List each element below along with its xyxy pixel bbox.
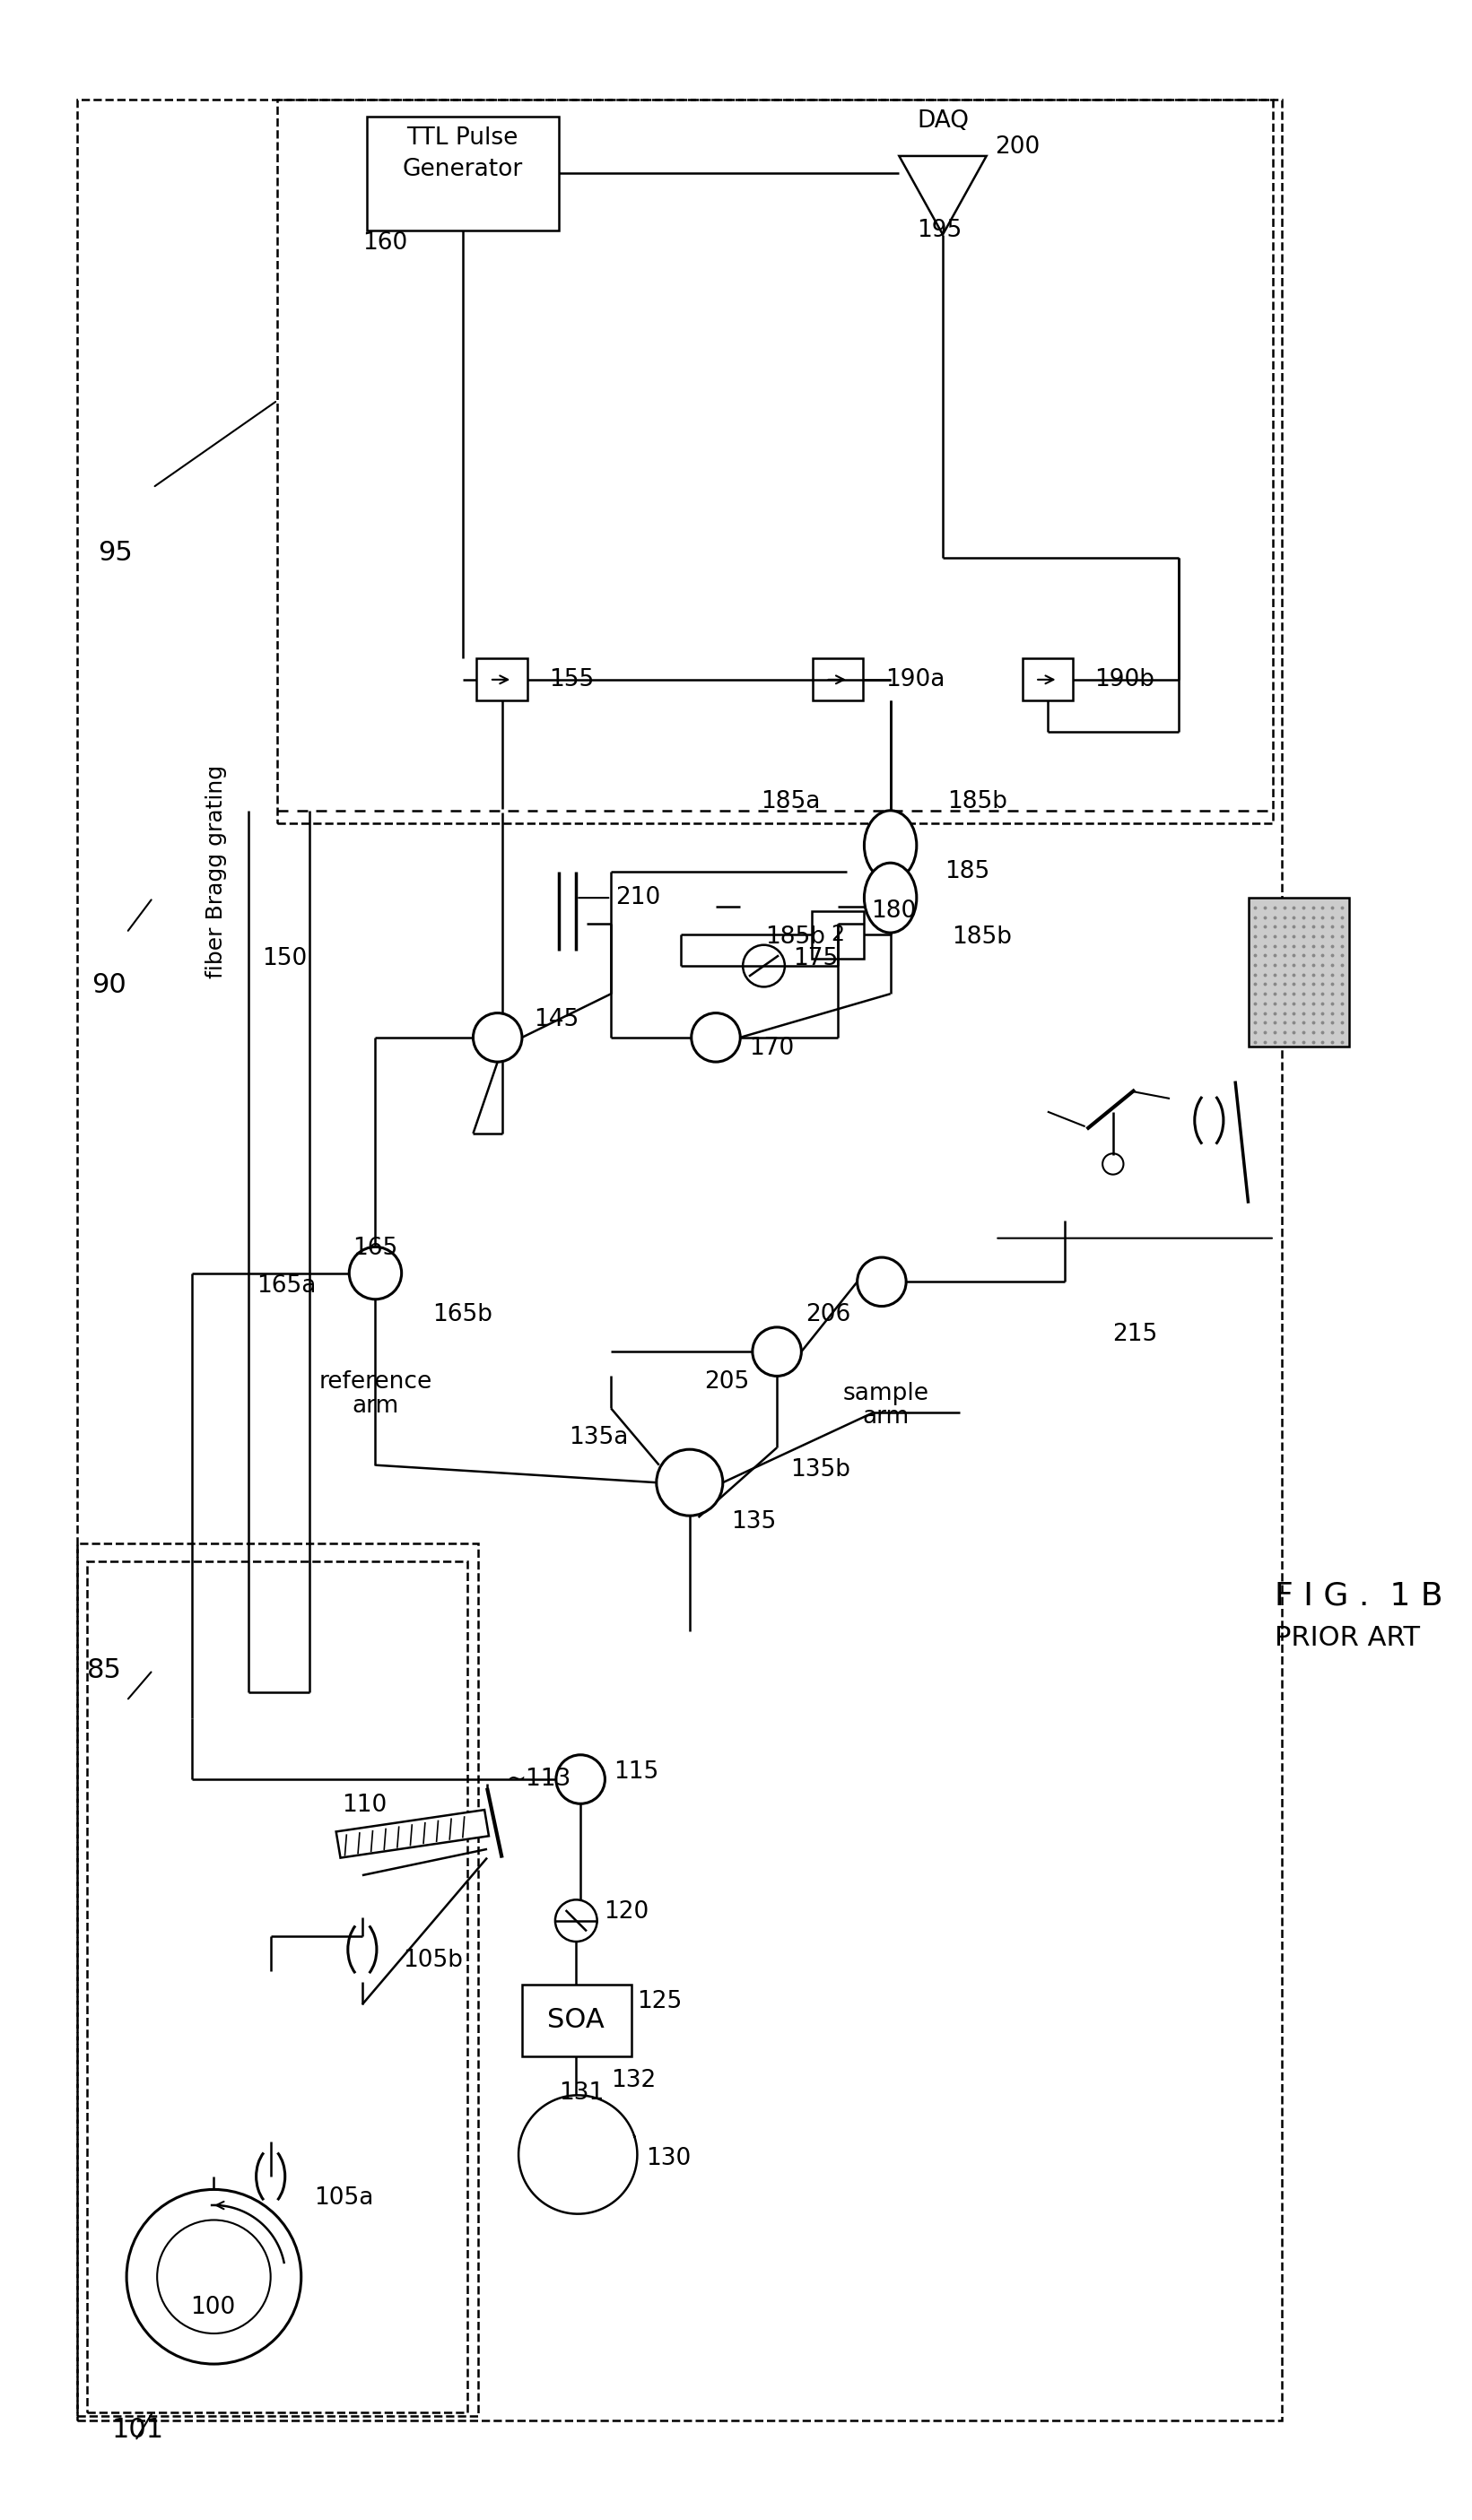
Text: 105a: 105a — [314, 2187, 374, 2210]
Text: 210: 210 — [615, 887, 661, 910]
Bar — [813, 658, 864, 701]
Text: Generator: Generator — [402, 156, 523, 181]
Text: 185: 185 — [945, 859, 989, 885]
Text: ~113: ~113 — [506, 1767, 571, 1792]
Text: 165b: 165b — [433, 1303, 492, 1326]
Text: 110: 110 — [342, 1794, 387, 1817]
Text: F I G .  1 B: F I G . 1 B — [1275, 1580, 1443, 1610]
Text: 101: 101 — [112, 2417, 163, 2442]
Text: sample: sample — [843, 1381, 929, 1406]
Text: 185b: 185b — [765, 925, 824, 948]
Text: 120: 120 — [604, 1900, 649, 1923]
Text: 190b: 190b — [1095, 668, 1154, 690]
Text: 125: 125 — [637, 1991, 683, 2013]
Text: 180: 180 — [871, 900, 916, 922]
Text: 206: 206 — [807, 1303, 851, 1326]
Text: 131: 131 — [559, 2082, 604, 2104]
Text: TTL Pulse: TTL Pulse — [406, 126, 518, 151]
Text: SOA: SOA — [548, 2006, 605, 2034]
Bar — [523, 1983, 631, 2056]
Text: 135a: 135a — [570, 1426, 629, 1449]
Text: 160: 160 — [362, 232, 408, 255]
Bar — [77, 1545, 478, 2417]
Text: 185b: 185b — [951, 925, 1011, 948]
Circle shape — [857, 1257, 907, 1305]
Text: 185b: 185b — [946, 791, 1007, 814]
Text: 185a: 185a — [761, 791, 820, 814]
Text: arm: arm — [863, 1406, 910, 1429]
Text: PRIOR ART: PRIOR ART — [1275, 1625, 1420, 1651]
Text: arm: arm — [352, 1394, 399, 1416]
Circle shape — [349, 1247, 402, 1300]
Text: 95: 95 — [97, 539, 132, 567]
Bar — [813, 910, 864, 960]
Text: 175: 175 — [792, 948, 838, 970]
Text: DAQ: DAQ — [917, 108, 969, 134]
Text: 195: 195 — [917, 219, 961, 242]
Ellipse shape — [864, 811, 917, 879]
Polygon shape — [336, 1809, 489, 1857]
Text: 85: 85 — [87, 1658, 122, 1683]
Text: 2: 2 — [832, 925, 845, 945]
Bar — [278, 98, 1273, 824]
Bar — [1248, 897, 1348, 1046]
Bar — [77, 98, 1282, 2422]
Text: 135b: 135b — [790, 1457, 851, 1482]
Text: 165a: 165a — [256, 1275, 316, 1298]
Text: 150: 150 — [262, 948, 308, 970]
Text: 205: 205 — [704, 1371, 749, 1394]
Text: 215: 215 — [1113, 1323, 1157, 1346]
Text: 90: 90 — [91, 973, 127, 998]
Ellipse shape — [864, 862, 917, 932]
Text: 170: 170 — [749, 1036, 793, 1058]
Bar — [87, 1560, 467, 2412]
Text: 145: 145 — [534, 1008, 580, 1031]
Text: 200: 200 — [995, 136, 1041, 159]
Text: 155: 155 — [549, 668, 595, 690]
Text: reference: reference — [319, 1371, 431, 1394]
Circle shape — [556, 1754, 605, 1804]
Bar — [1022, 658, 1073, 701]
Text: 100: 100 — [190, 2296, 236, 2318]
Text: 190a: 190a — [885, 668, 945, 690]
Text: 165: 165 — [353, 1237, 397, 1260]
Circle shape — [752, 1328, 801, 1376]
Text: 130: 130 — [646, 2147, 690, 2170]
Circle shape — [657, 1449, 723, 1515]
Text: 105b: 105b — [403, 1948, 464, 1973]
Bar — [477, 658, 527, 701]
Text: fiber Bragg grating: fiber Bragg grating — [206, 766, 227, 978]
Text: 135: 135 — [732, 1509, 777, 1535]
Text: 115: 115 — [614, 1761, 659, 1784]
Circle shape — [473, 1013, 523, 1061]
Circle shape — [692, 1013, 740, 1061]
Text: 132: 132 — [611, 2069, 657, 2092]
Bar — [367, 116, 559, 229]
